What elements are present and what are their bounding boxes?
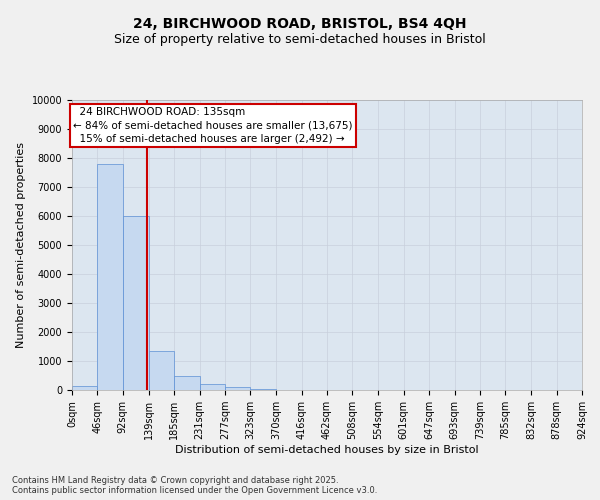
- Bar: [149, 351, 174, 390]
- Bar: [97, 164, 123, 390]
- Y-axis label: Number of semi-detached properties: Number of semi-detached properties: [16, 142, 26, 348]
- X-axis label: Distribution of semi-detached houses by size in Bristol: Distribution of semi-detached houses by …: [175, 445, 479, 455]
- Bar: [174, 376, 200, 390]
- Bar: [72, 386, 97, 390]
- Bar: [225, 387, 250, 390]
- Text: 24, BIRCHWOOD ROAD, BRISTOL, BS4 4QH: 24, BIRCHWOOD ROAD, BRISTOL, BS4 4QH: [133, 18, 467, 32]
- Bar: [199, 384, 225, 390]
- Text: Size of property relative to semi-detached houses in Bristol: Size of property relative to semi-detach…: [114, 32, 486, 46]
- Bar: [123, 216, 149, 390]
- Bar: [250, 389, 276, 390]
- Text: Contains HM Land Registry data © Crown copyright and database right 2025.
Contai: Contains HM Land Registry data © Crown c…: [12, 476, 377, 495]
- Text: 24 BIRCHWOOD ROAD: 135sqm
← 84% of semi-detached houses are smaller (13,675)
  1: 24 BIRCHWOOD ROAD: 135sqm ← 84% of semi-…: [73, 108, 353, 144]
